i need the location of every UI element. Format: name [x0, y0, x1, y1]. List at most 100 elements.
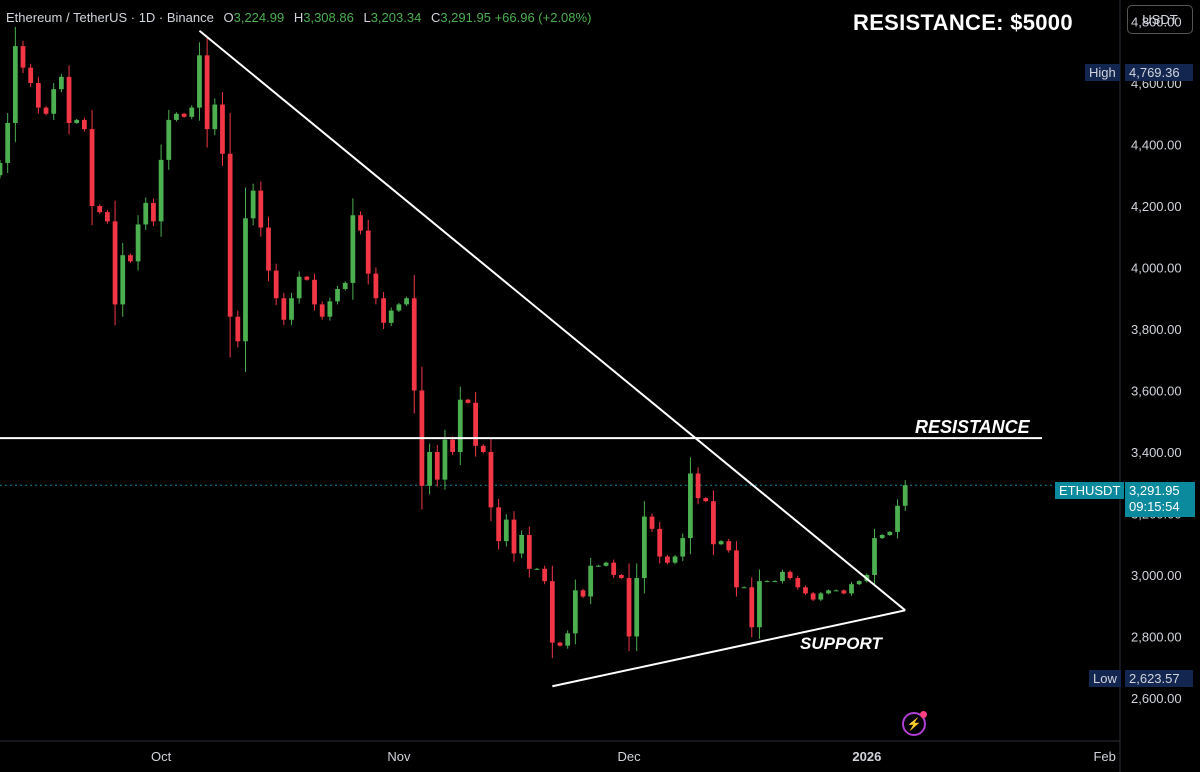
- candle-body: [887, 531, 893, 535]
- candle-body: [741, 587, 747, 589]
- candle-body: [335, 289, 340, 302]
- candle-body: [120, 255, 126, 305]
- candle-body: [373, 273, 379, 299]
- candle-body: [250, 190, 256, 219]
- candle-body: [503, 519, 509, 542]
- candle-body: [28, 67, 34, 84]
- last-price-badge: 3,291.95 09:15:54: [1125, 482, 1195, 517]
- candle-body: [542, 568, 548, 582]
- candle-body: [74, 119, 80, 123]
- candle-body: [711, 501, 716, 545]
- candle-body: [304, 276, 310, 280]
- candle-body: [718, 541, 724, 545]
- candle-body: [158, 159, 164, 222]
- candle-body: [879, 534, 885, 539]
- candle-body: [273, 270, 279, 299]
- candle-body: [235, 316, 241, 342]
- candle-body: [58, 76, 64, 90]
- candle-body: [327, 301, 333, 317]
- candle-body: [281, 298, 287, 320]
- candle-body: [197, 55, 202, 108]
- price-tick-label: 4,400.00: [1131, 138, 1182, 153]
- candle-body: [204, 55, 210, 130]
- candle-body: [388, 310, 394, 323]
- candle-body: [12, 46, 18, 123]
- candle-body: [895, 505, 900, 532]
- high-label: H: [293, 10, 304, 25]
- price-tick-label: 2,800.00: [1131, 629, 1182, 644]
- candle-body: [626, 578, 632, 637]
- low-value: 3,203.34: [370, 10, 422, 25]
- time-tick-label: Oct: [151, 749, 172, 764]
- candle-body: [572, 590, 578, 634]
- candle-body: [826, 590, 831, 594]
- candle-body: [396, 304, 402, 311]
- candle-body: [688, 473, 693, 539]
- candle-body: [5, 122, 11, 163]
- price-tick-label: 4,800.00: [1131, 15, 1182, 30]
- candle-body: [764, 581, 770, 583]
- candle-body: [872, 538, 877, 575]
- candle-body: [488, 451, 494, 508]
- candle-body: [772, 581, 778, 583]
- candle-body: [672, 556, 678, 563]
- candle-body: [795, 578, 801, 588]
- candle-body: [227, 153, 233, 317]
- candle-body: [787, 571, 793, 579]
- high-value: 3,308.86: [303, 10, 354, 25]
- candle-body: [89, 129, 95, 207]
- time-tick-label: Feb: [1093, 749, 1115, 764]
- candle-body: [289, 298, 294, 320]
- symbol-header: Ethereum / TetherUS · 1D · Binance O3,22…: [6, 10, 591, 25]
- candle-body: [258, 190, 264, 228]
- candle-body: [810, 593, 816, 600]
- candle-body: [174, 113, 179, 120]
- candle-body: [611, 562, 617, 575]
- candle-body: [457, 399, 463, 452]
- high-badge-value: 4,769.36: [1125, 64, 1193, 81]
- candle-body: [465, 399, 471, 403]
- low-label: L: [363, 10, 371, 25]
- candle-body: [312, 279, 317, 305]
- price-tick-label: 3,600.00: [1131, 383, 1182, 398]
- candle-body: [618, 574, 624, 579]
- time-tick-label: Dec: [617, 749, 641, 764]
- candle-body: [427, 451, 432, 486]
- candle-body: [603, 562, 609, 566]
- candle-body: [649, 516, 655, 529]
- close-label: C: [430, 10, 441, 25]
- currency-button[interactable]: USDT: [1127, 5, 1193, 34]
- low-badge-label: Low: [1089, 670, 1121, 687]
- candle-body: [642, 516, 647, 579]
- lightning-icon[interactable]: ⚡: [902, 711, 927, 736]
- candle-body: [803, 587, 808, 594]
- candle-body: [212, 104, 218, 130]
- candle-body: [365, 230, 371, 274]
- candle-body: [105, 212, 110, 222]
- candle-body: [112, 221, 118, 305]
- candle-body: [534, 568, 540, 570]
- candle-body: [296, 276, 302, 299]
- price-tick-label: 3,400.00: [1131, 445, 1182, 460]
- descending-resistance-line: [198, 29, 906, 612]
- candle-body: [143, 202, 149, 225]
- candle-body: [82, 119, 87, 130]
- time-tick-label: Nov: [387, 749, 411, 764]
- candle-body: [703, 498, 709, 502]
- candle-body: [480, 445, 486, 452]
- candle-body: [266, 227, 271, 271]
- candle-body: [381, 298, 386, 323]
- candle-body: [189, 107, 195, 117]
- price-tick-label: 4,000.00: [1131, 260, 1182, 275]
- candles-layer: [0, 26, 908, 658]
- resistance-annotation: RESISTANCE: [915, 417, 1030, 437]
- time-tick-label: 2026: [852, 749, 881, 764]
- candle-body: [519, 534, 525, 554]
- candle-body: [818, 593, 824, 600]
- candle-body: [35, 83, 41, 108]
- candle-body: [20, 46, 26, 68]
- candle-body: [665, 556, 670, 563]
- candle-body: [342, 282, 348, 290]
- candle-body: [128, 255, 133, 262]
